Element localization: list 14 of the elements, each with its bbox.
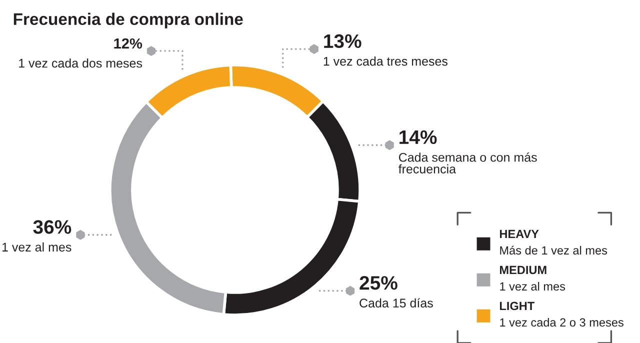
legend-label: 1 vez al mes	[2, 242, 72, 252]
text: HEAVY Más de 1 vez al mes	[500, 230, 608, 255]
data-label: 25%	[360, 276, 398, 290]
data-label: 36%	[33, 220, 72, 234]
text: LIGHT 1 vez cada 2 o 3 meses	[500, 302, 624, 327]
data-label: 13%	[324, 34, 362, 48]
slice-label: 1 vez cada tres meses	[324, 56, 448, 66]
slice-label: Cada 15 días	[360, 298, 433, 308]
chart-title: Frecuencia de compra online	[14, 12, 243, 28]
text: MEDIUM 1 vez al mes	[500, 266, 566, 291]
data-label: 14%	[400, 130, 437, 144]
slice-label: Cada semana o con más frecuencia	[398, 152, 537, 174]
data-label: 12%	[114, 38, 142, 49]
slice-label: 1 vez cada dos meses	[19, 58, 142, 68]
